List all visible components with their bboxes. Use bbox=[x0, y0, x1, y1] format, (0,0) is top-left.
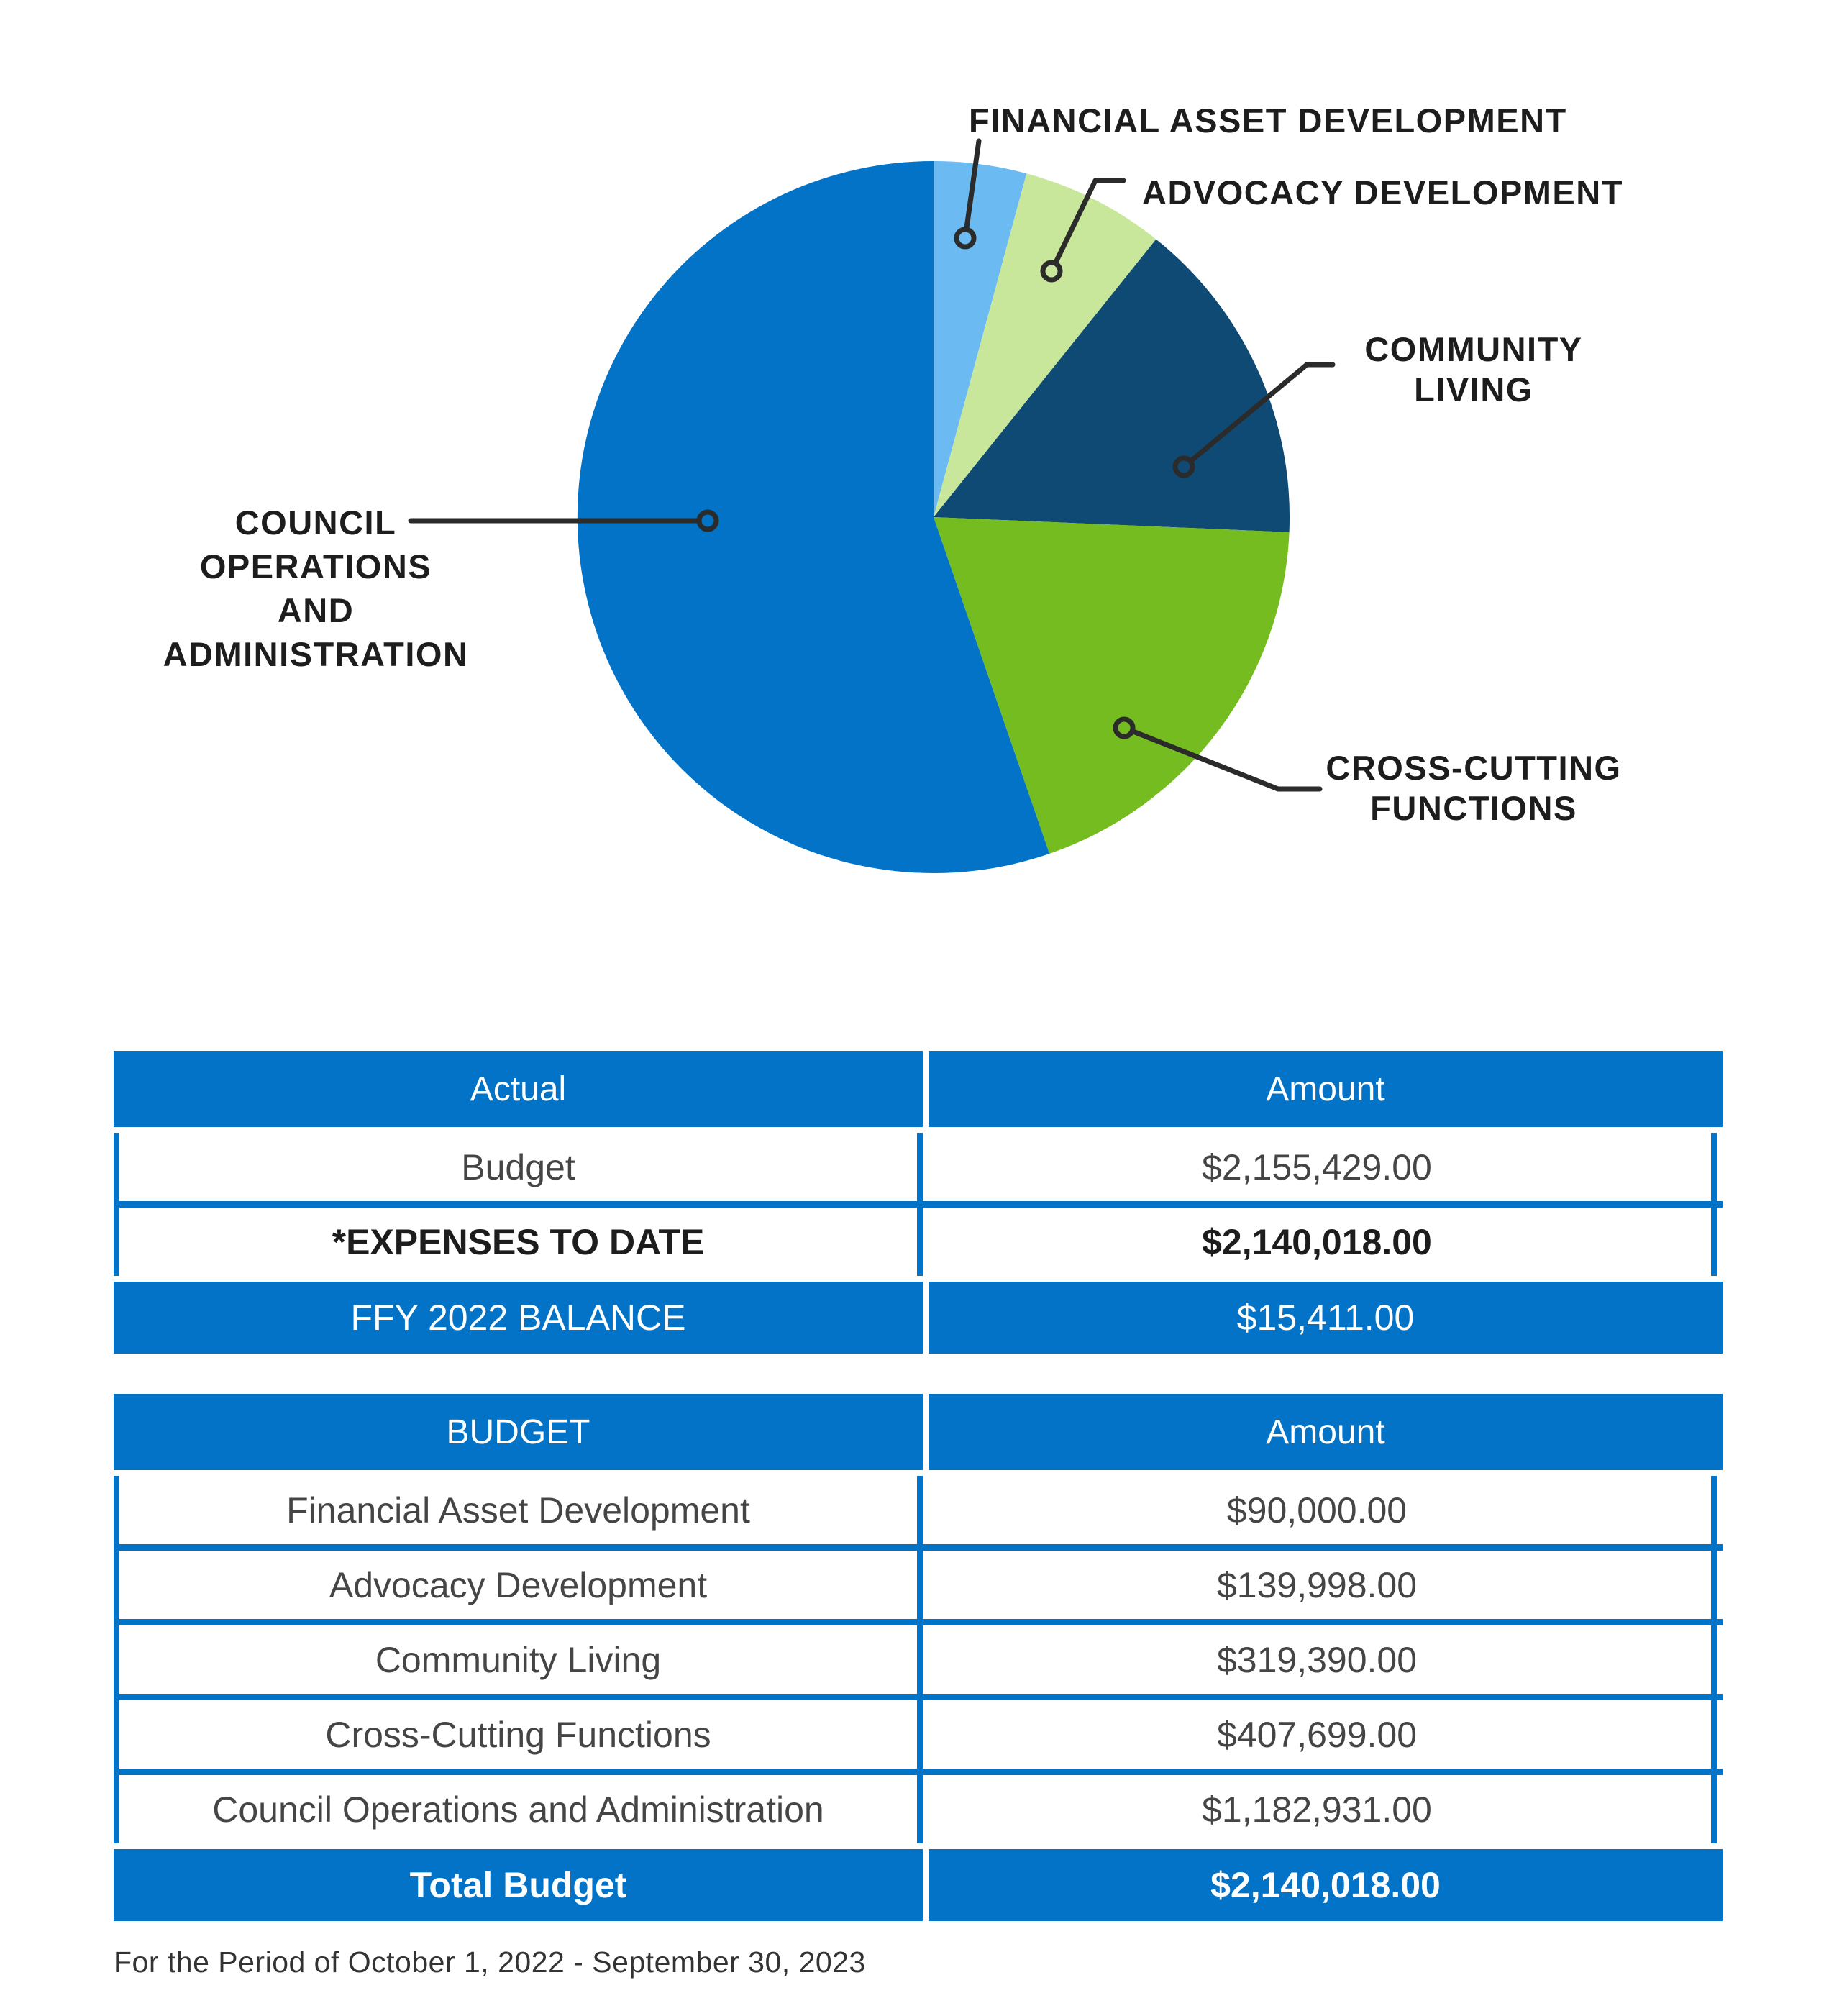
actual-table-header: Actual Amount bbox=[114, 1051, 1723, 1127]
expenses-label: *EXPENSES TO DATE bbox=[114, 1208, 923, 1276]
pie-slice-community-living bbox=[934, 239, 1290, 532]
pie-label-financial-asset-development: FINANCIAL ASSET DEVELOPMENT bbox=[969, 101, 1567, 140]
leader-line-cross-cutting-functions bbox=[1121, 725, 1323, 792]
pie-slice-council-operations-and-administration bbox=[577, 160, 1050, 873]
advocacy-amount: $139,998.00 bbox=[923, 1551, 1717, 1619]
table-gap bbox=[114, 1127, 1723, 1133]
budget-header-amount: Amount bbox=[929, 1394, 1723, 1470]
table-row-advocacy: Advocacy Development $139,998.00 bbox=[114, 1551, 1723, 1619]
table-gap bbox=[114, 1276, 1723, 1282]
pie-label-cross-cutting-functions: CROSS-CUTTING FUNCTIONS bbox=[1323, 748, 1625, 829]
leader-line-financial-asset-development bbox=[962, 138, 982, 241]
leader-dot-council-operations-and-administration bbox=[696, 509, 719, 532]
expenses-amount: $2,140,018.00 bbox=[923, 1208, 1717, 1276]
row-separator bbox=[114, 1694, 1723, 1700]
budget-table-header: BUDGET Amount bbox=[114, 1394, 1723, 1470]
table-row-community-living: Community Living $319,390.00 bbox=[114, 1625, 1723, 1694]
pie-label-cross-cutting-line1: CROSS-CUTTING bbox=[1326, 749, 1622, 787]
actual-table: Actual Amount Budget $2,155,429.00 *EXPE… bbox=[114, 1051, 1723, 1354]
leader-dot-advocacy-development bbox=[1040, 260, 1063, 283]
council-operations-label: Council Operations and Administration bbox=[114, 1775, 923, 1843]
actual-header-amount: Amount bbox=[929, 1051, 1723, 1127]
row-separator bbox=[114, 1619, 1723, 1625]
table-row-cross-cutting: Cross-Cutting Functions $407,699.00 bbox=[114, 1700, 1723, 1769]
leader-line-community-living bbox=[1181, 362, 1336, 470]
pie-slice-cross-cutting-functions bbox=[934, 517, 1290, 854]
leader-dot-cross-cutting-functions bbox=[1113, 716, 1136, 739]
total-budget-label: Total Budget bbox=[114, 1849, 923, 1921]
community-living-label: Community Living bbox=[114, 1625, 923, 1694]
table-row-budget: Budget $2,155,429.00 bbox=[114, 1133, 1723, 1201]
pie-label-community-living-line2: LIVING bbox=[1414, 370, 1533, 409]
advocacy-label: Advocacy Development bbox=[114, 1551, 923, 1619]
pie-label-council-line1: COUNCIL bbox=[234, 503, 397, 542]
row-separator bbox=[114, 1544, 1723, 1551]
table-row-total-budget: Total Budget $2,140,018.00 bbox=[114, 1849, 1723, 1921]
table-row-financial-asset: Financial Asset Development $90,000.00 bbox=[114, 1476, 1723, 1544]
leader-dot-community-living bbox=[1172, 455, 1195, 478]
budget-header-label: BUDGET bbox=[114, 1394, 923, 1470]
table-gap bbox=[114, 1470, 1723, 1476]
pie-chart bbox=[408, 138, 1336, 873]
ffy-balance-label: FFY 2022 BALANCE bbox=[114, 1282, 923, 1354]
pie-label-community-living: COMMUNITY LIVING bbox=[1330, 329, 1618, 410]
table-row-expenses: *EXPENSES TO DATE $2,140,018.00 bbox=[114, 1208, 1723, 1276]
table-row-ffy-balance: FFY 2022 BALANCE $15,411.00 bbox=[114, 1282, 1723, 1354]
budget-table: BUDGET Amount Financial Asset Developmen… bbox=[114, 1394, 1723, 1921]
actual-header-label: Actual bbox=[114, 1051, 923, 1127]
financial-asset-label: Financial Asset Development bbox=[114, 1476, 923, 1544]
pie-label-advocacy-development: ADVOCACY DEVELOPMENT bbox=[1142, 173, 1623, 211]
cross-cutting-amount: $407,699.00 bbox=[923, 1700, 1717, 1769]
table-gap bbox=[114, 1843, 1723, 1849]
period-note: For the Period of October 1, 2022 - Sept… bbox=[114, 1946, 866, 1979]
cross-cutting-label: Cross-Cutting Functions bbox=[114, 1700, 923, 1769]
pie-label-council-line2: OPERATIONS AND bbox=[199, 547, 432, 629]
financial-asset-amount: $90,000.00 bbox=[923, 1476, 1717, 1544]
pie-label-community-living-line1: COMMUNITY bbox=[1364, 330, 1583, 368]
pie-label-cross-cutting-line2: FUNCTIONS bbox=[1370, 789, 1577, 827]
council-operations-amount: $1,182,931.00 bbox=[923, 1775, 1717, 1843]
total-budget-amount: $2,140,018.00 bbox=[929, 1849, 1723, 1921]
table-row-council-operations: Council Operations and Administration $1… bbox=[114, 1775, 1723, 1843]
community-living-amount: $319,390.00 bbox=[923, 1625, 1717, 1694]
budget-label: Budget bbox=[114, 1133, 923, 1201]
pie-slice-financial-asset-development bbox=[934, 161, 1027, 517]
budget-amount: $2,155,429.00 bbox=[923, 1133, 1717, 1201]
leader-line-advocacy-development bbox=[1049, 178, 1126, 274]
ffy-balance-amount: $15,411.00 bbox=[929, 1282, 1723, 1354]
row-separator bbox=[114, 1201, 1723, 1208]
pie-label-council-line3: ADMINISTRATION bbox=[163, 635, 469, 673]
pie-slice-advocacy-development bbox=[934, 173, 1156, 517]
leader-dot-financial-asset-development bbox=[954, 227, 977, 250]
row-separator bbox=[114, 1769, 1723, 1775]
pie-label-council-operations: COUNCIL OPERATIONS AND ADMINISTRATION bbox=[158, 501, 474, 676]
